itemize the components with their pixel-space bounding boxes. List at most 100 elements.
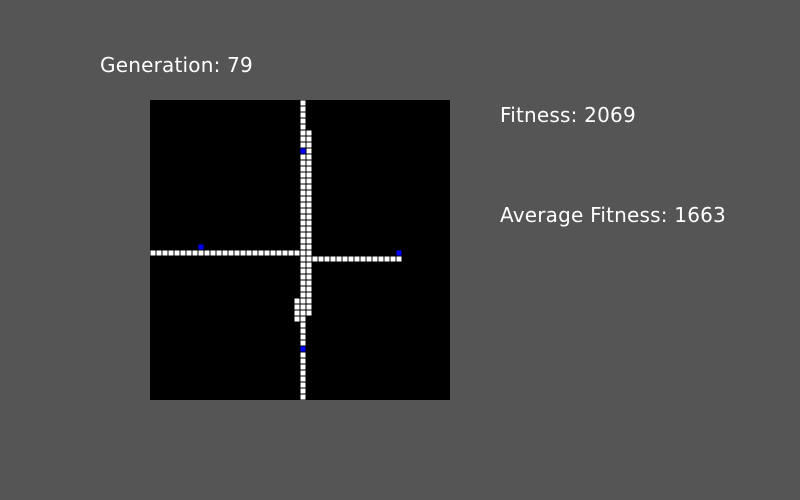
trail-cell [306, 244, 312, 250]
trail-cell [246, 250, 252, 256]
trail-cell [300, 376, 306, 382]
trail-cell [222, 250, 228, 256]
trail-cell [300, 214, 306, 220]
trail-cell [300, 274, 306, 280]
average-fitness-readout: Average Fitness: 1663 [500, 203, 726, 227]
trail-cell [306, 298, 312, 304]
trail-cell [240, 250, 246, 256]
trail-cell [306, 172, 312, 178]
trail-cell [300, 184, 306, 190]
trail-cell [300, 160, 306, 166]
trail-cell [300, 256, 306, 262]
trail-cell [306, 304, 312, 310]
game-board [150, 100, 450, 400]
average-fitness-label: Average Fitness: [500, 203, 668, 227]
trail-cell [306, 196, 312, 202]
trail-cell [300, 112, 306, 118]
trail-cell [300, 394, 306, 400]
trail-cell [300, 322, 306, 328]
trail-cell [216, 250, 222, 256]
trail-cell [306, 238, 312, 244]
trail-cell [252, 250, 258, 256]
food-cell [198, 244, 204, 250]
trail-cell [300, 364, 306, 370]
trail-cell [306, 136, 312, 142]
trail-cell [300, 166, 306, 172]
trail-cell [330, 256, 336, 262]
trail-cell [306, 226, 312, 232]
trail-cell [150, 250, 156, 256]
trail-cell [300, 154, 306, 160]
generation-label: Generation: [100, 53, 221, 77]
trail-cell [258, 250, 264, 256]
trail-cell [210, 250, 216, 256]
trail-cell [300, 292, 306, 298]
generation-readout: Generation: 79 [100, 53, 253, 77]
trail-cell [300, 244, 306, 250]
trail-cell [306, 310, 312, 316]
trail-cell [180, 250, 186, 256]
trail-cell [306, 190, 312, 196]
fitness-label: Fitness: [500, 103, 578, 127]
trail-cell [300, 286, 306, 292]
trail-cell [300, 370, 306, 376]
trail-cell [306, 280, 312, 286]
trail-cell [234, 250, 240, 256]
trail-cell [300, 310, 306, 316]
trail-cell [306, 178, 312, 184]
trail-cell [300, 124, 306, 130]
trail-cell [300, 118, 306, 124]
trail-cell [306, 184, 312, 190]
trail-cell [300, 106, 306, 112]
trail-cell [192, 250, 198, 256]
trail-cell [306, 274, 312, 280]
generation-value: 79 [227, 53, 253, 77]
trail-cell [300, 178, 306, 184]
trail-cell [300, 190, 306, 196]
trail-cell [300, 172, 306, 178]
trail-cell [300, 220, 306, 226]
trail-cell [294, 298, 300, 304]
trail-cell [300, 358, 306, 364]
trail-cell [300, 196, 306, 202]
trail-cell [306, 286, 312, 292]
trail-cell [306, 130, 312, 136]
trail-cell [300, 382, 306, 388]
trail-cell [300, 388, 306, 394]
trail-cell [306, 268, 312, 274]
trail-cell [300, 334, 306, 340]
trail-cell [270, 250, 276, 256]
trail-cell [318, 256, 324, 262]
trail-cell [306, 256, 312, 262]
trail-cell [228, 250, 234, 256]
trail-cell [186, 250, 192, 256]
trail-cell [306, 202, 312, 208]
trail-cell [306, 142, 312, 148]
trail-cell [300, 340, 306, 346]
trail-cell [300, 100, 306, 106]
trail-cell [294, 310, 300, 316]
trail-cell [306, 160, 312, 166]
trail-cell [378, 256, 384, 262]
trail-cell [342, 256, 348, 262]
trail-cell [300, 238, 306, 244]
trail-cell [282, 250, 288, 256]
trail-cell [306, 220, 312, 226]
trail-cell [288, 250, 294, 256]
trail-cell [294, 316, 300, 322]
trail-cell [174, 250, 180, 256]
trail-cell [156, 250, 162, 256]
trail-cell [306, 250, 312, 256]
game-board-canvas [150, 100, 402, 400]
trail-cell [354, 256, 360, 262]
trail-cell [312, 256, 318, 262]
average-fitness-value: 1663 [674, 203, 726, 227]
trail-cell [306, 262, 312, 268]
fitness-readout: Fitness: 2069 [500, 103, 636, 127]
trail-cell [300, 280, 306, 286]
trail-cell [306, 232, 312, 238]
trail-cell [300, 202, 306, 208]
fitness-value: 2069 [584, 103, 636, 127]
trail-cell [294, 304, 300, 310]
food-cell [300, 148, 306, 154]
